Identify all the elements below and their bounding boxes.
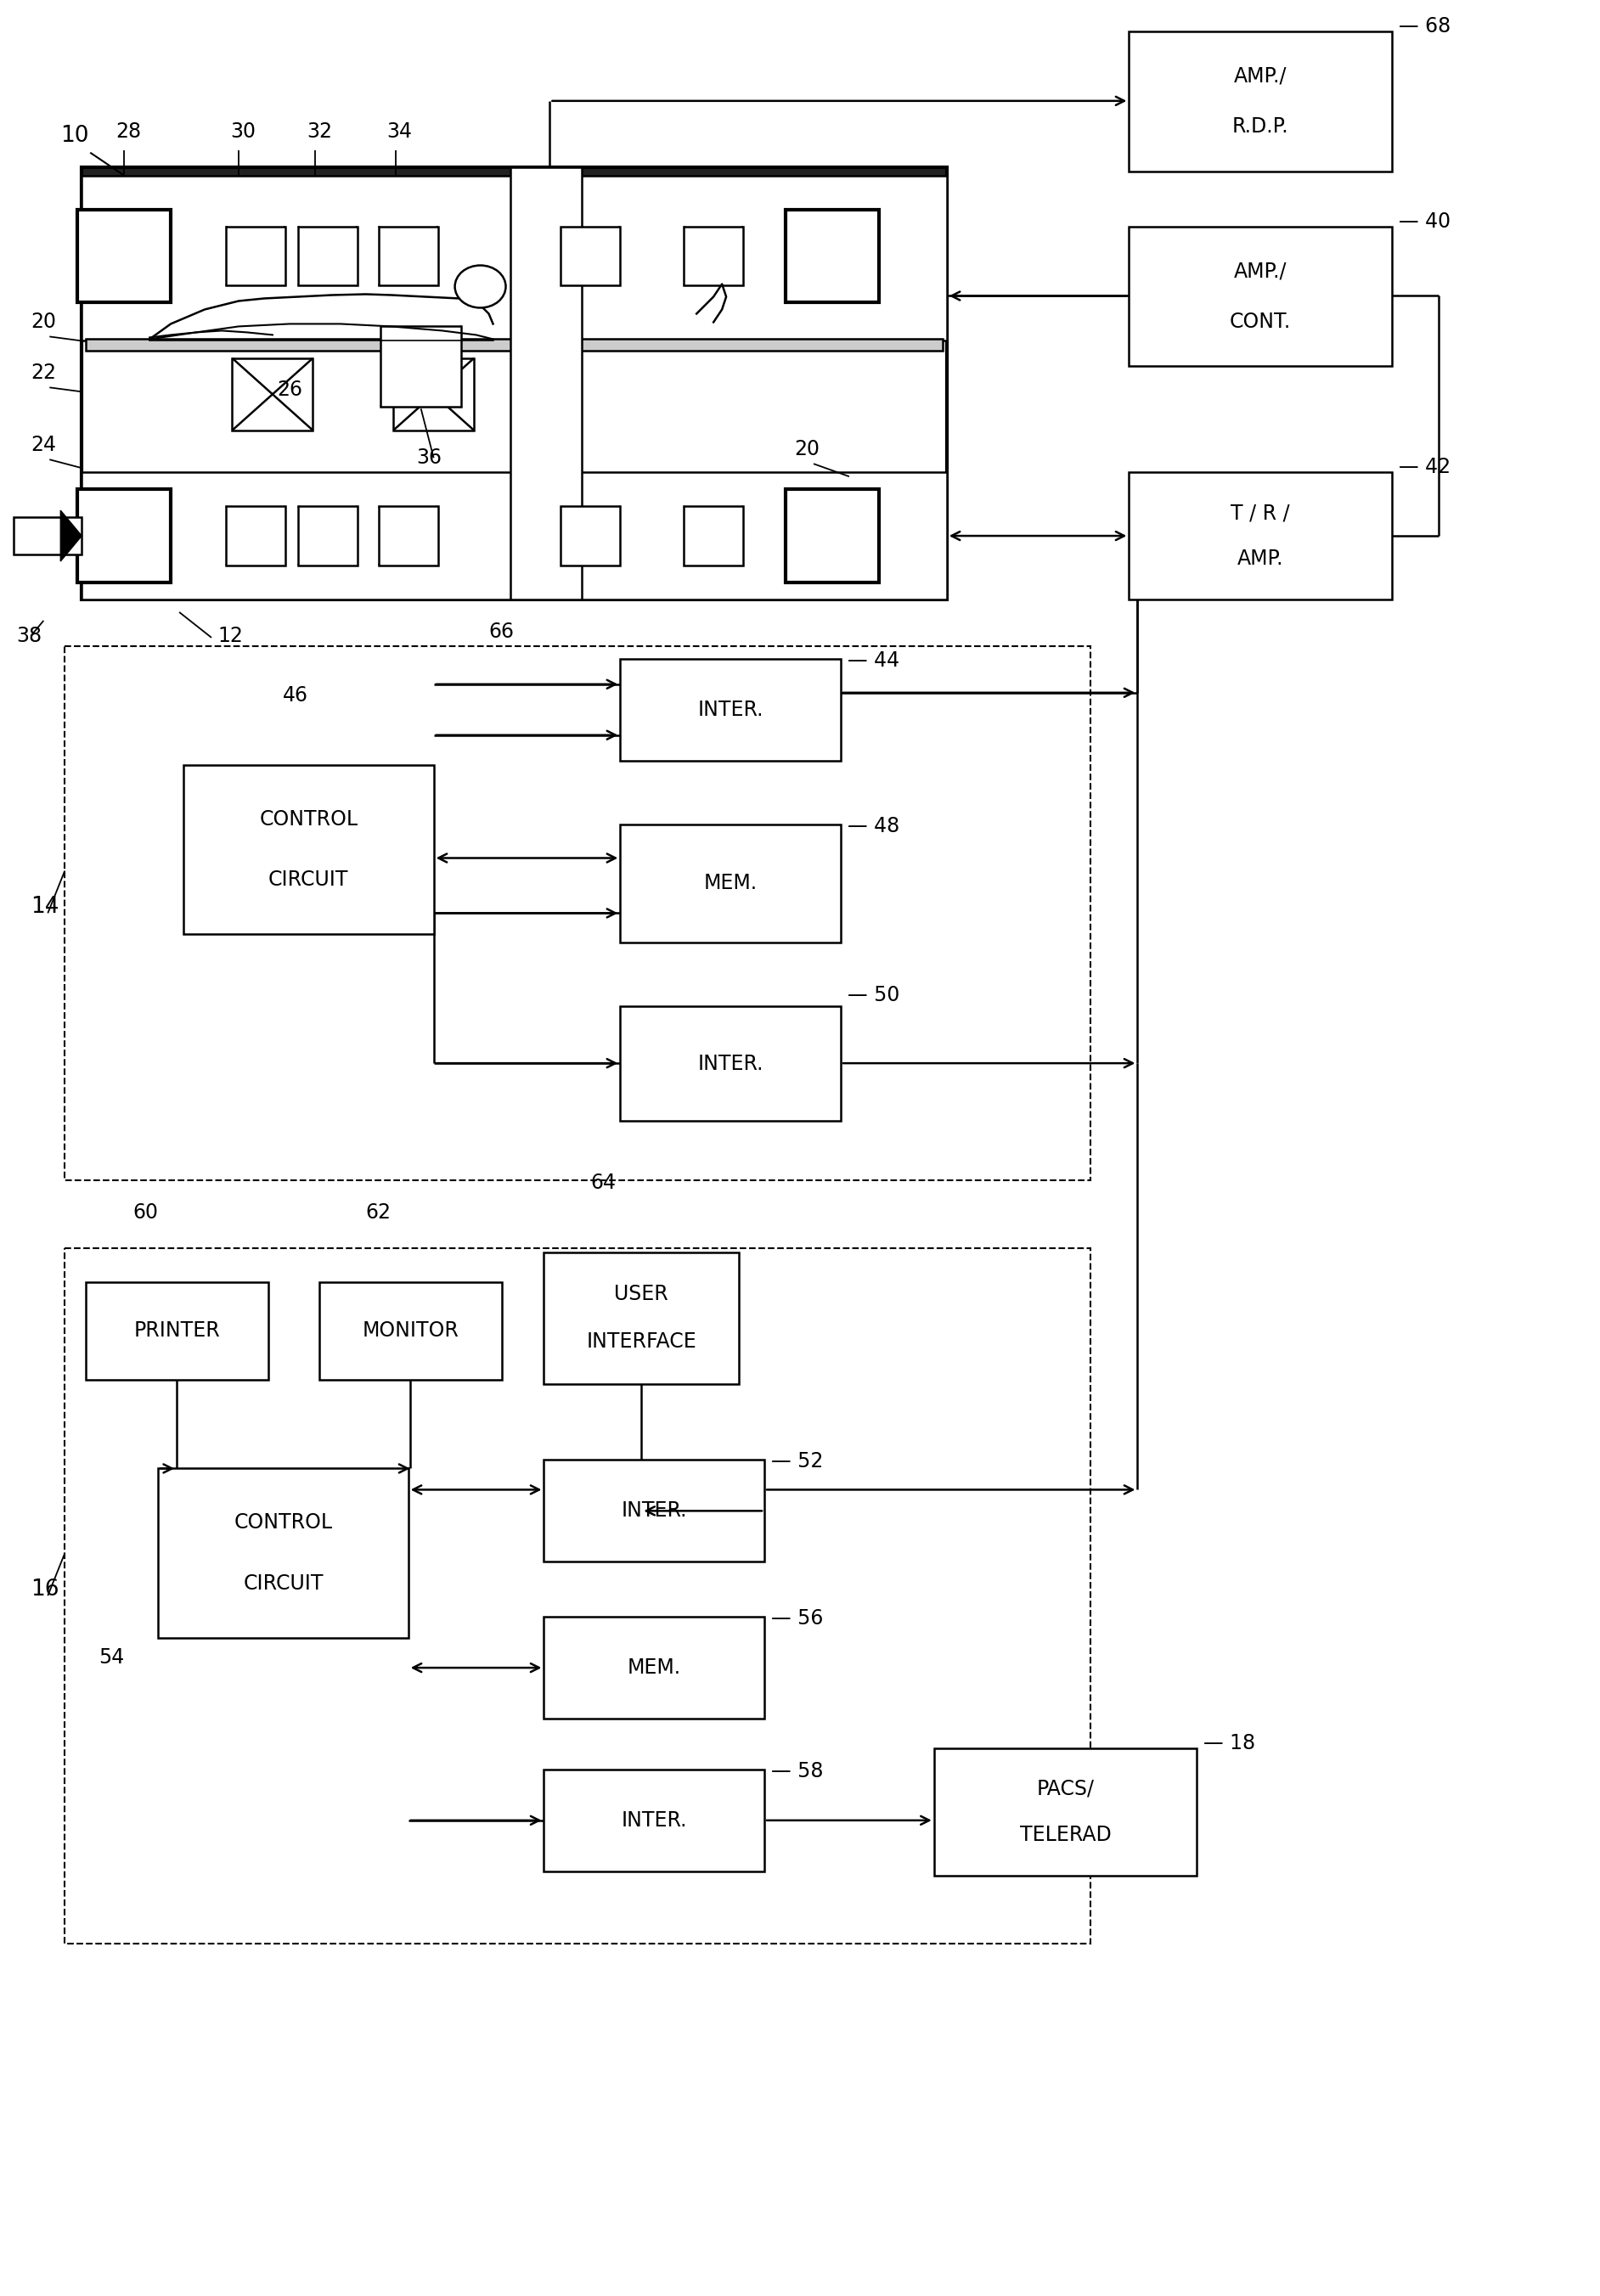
Bar <box>1130 32 1392 172</box>
Bar <box>298 227 357 285</box>
Text: — 40: — 40 <box>1398 211 1451 232</box>
Bar <box>77 489 171 583</box>
Ellipse shape <box>454 266 506 308</box>
Bar <box>86 340 942 351</box>
Text: MEM.: MEM. <box>704 872 757 893</box>
Text: AMP.: AMP. <box>1237 549 1283 569</box>
Bar <box>379 227 438 285</box>
Text: — 56: — 56 <box>771 1609 824 1628</box>
Text: — 50: — 50 <box>848 985 899 1006</box>
Bar <box>544 1770 765 1871</box>
Text: AMP./: AMP./ <box>1234 67 1286 87</box>
Bar <box>394 358 474 429</box>
Text: 20: 20 <box>794 439 819 459</box>
Text: 10: 10 <box>61 124 90 147</box>
Text: — 42: — 42 <box>1398 457 1451 478</box>
Text: 22: 22 <box>30 363 56 383</box>
Text: 32: 32 <box>307 122 331 142</box>
Bar <box>683 505 742 565</box>
Text: 16: 16 <box>30 1580 59 1600</box>
Text: 20: 20 <box>30 312 56 333</box>
Text: MONITOR: MONITOR <box>362 1320 459 1341</box>
Bar <box>226 505 285 565</box>
Text: INTER.: INTER. <box>621 1809 686 1830</box>
Bar <box>82 168 947 193</box>
Text: 46: 46 <box>283 684 309 705</box>
Bar <box>64 1249 1091 1942</box>
Text: 54: 54 <box>99 1646 125 1667</box>
Text: INTER.: INTER. <box>698 700 763 721</box>
Bar <box>1130 473 1392 599</box>
Bar <box>379 505 438 565</box>
Bar <box>77 209 171 303</box>
Bar <box>14 517 82 556</box>
Bar <box>544 1460 765 1561</box>
Text: CIRCUIT: CIRCUIT <box>243 1573 323 1593</box>
Text: USER: USER <box>614 1283 669 1304</box>
Bar <box>683 227 742 285</box>
Bar <box>786 489 878 583</box>
Bar <box>184 765 434 934</box>
Bar <box>158 1469 408 1637</box>
Text: MEM.: MEM. <box>627 1658 682 1678</box>
Text: CONT.: CONT. <box>1230 312 1291 331</box>
Bar <box>1130 227 1392 367</box>
Bar <box>86 1281 269 1380</box>
Text: T / R /: T / R / <box>1230 503 1290 523</box>
Bar <box>82 174 947 340</box>
Bar <box>621 1006 840 1120</box>
Text: INTER.: INTER. <box>698 1054 763 1075</box>
Text: 60: 60 <box>133 1203 158 1221</box>
Text: — 44: — 44 <box>848 650 899 670</box>
Text: CONTROL: CONTROL <box>234 1513 333 1534</box>
Text: INTER.: INTER. <box>621 1502 686 1520</box>
Text: — 18: — 18 <box>1203 1733 1256 1754</box>
Bar <box>82 168 947 599</box>
Text: — 48: — 48 <box>848 815 899 836</box>
Text: 26: 26 <box>277 379 302 400</box>
Bar <box>381 326 461 406</box>
Bar <box>621 659 840 760</box>
Text: PACS/: PACS/ <box>1037 1779 1094 1800</box>
Text: 28: 28 <box>115 122 141 142</box>
Text: 34: 34 <box>387 122 413 142</box>
Text: INTERFACE: INTERFACE <box>586 1332 696 1352</box>
Bar <box>562 227 621 285</box>
Text: AMP./: AMP./ <box>1234 262 1286 282</box>
Text: — 52: — 52 <box>771 1451 824 1472</box>
Text: 64: 64 <box>590 1173 616 1194</box>
Text: CONTROL: CONTROL <box>259 808 358 829</box>
Text: — 58: — 58 <box>771 1761 824 1782</box>
Text: PRINTER: PRINTER <box>134 1320 221 1341</box>
Bar <box>226 227 285 285</box>
Bar <box>510 168 582 599</box>
Text: 14: 14 <box>30 895 59 918</box>
Bar <box>82 574 947 599</box>
Text: 38: 38 <box>16 627 42 645</box>
Bar <box>786 209 878 303</box>
Bar <box>544 1251 739 1384</box>
Bar <box>64 645 1091 1180</box>
Text: TELERAD: TELERAD <box>1019 1825 1110 1846</box>
Text: 12: 12 <box>218 627 243 645</box>
Bar <box>544 1616 765 1720</box>
Bar <box>232 358 314 429</box>
Bar <box>934 1747 1197 1876</box>
Text: — 68: — 68 <box>1398 16 1451 37</box>
Bar <box>562 505 621 565</box>
Text: 36: 36 <box>416 448 442 468</box>
Bar <box>82 473 947 599</box>
Text: 24: 24 <box>30 434 56 455</box>
Bar <box>298 505 357 565</box>
Text: R.D.P.: R.D.P. <box>1232 117 1288 138</box>
Text: CIRCUIT: CIRCUIT <box>269 870 349 891</box>
Polygon shape <box>61 510 82 560</box>
Bar <box>621 824 840 944</box>
Text: 62: 62 <box>366 1203 392 1221</box>
Bar <box>318 1281 501 1380</box>
Text: 30: 30 <box>230 122 256 142</box>
Text: 66: 66 <box>488 622 514 643</box>
